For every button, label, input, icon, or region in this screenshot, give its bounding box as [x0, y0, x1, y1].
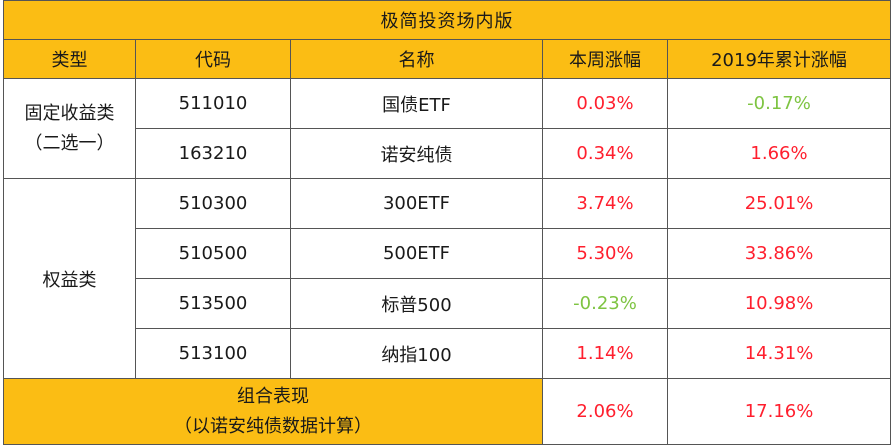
summary-note: （以诺安纯债数据计算）	[174, 415, 372, 437]
cell-name: 国债ETF	[290, 78, 543, 129]
cell-code: 513100	[135, 328, 291, 379]
cell-code: 163210	[135, 128, 291, 179]
cell-ytd: 10.98%	[666, 278, 892, 329]
cell-ytd: 25.01%	[666, 178, 892, 229]
cell-name: 500ETF	[290, 228, 543, 279]
group-note: （二选一）	[24, 132, 115, 154]
header-ytd-change: 2019年累计涨幅	[666, 39, 892, 79]
cell-ytd: 1.66%	[666, 128, 892, 179]
summary-ytd: 17.16%	[666, 378, 892, 445]
table-row: 固定收益类 （二选一） 511010 国债ETF 0.03% -0.17%	[3, 78, 892, 179]
cell-name: 300ETF	[290, 178, 543, 229]
table-row: 权益类 510300 300ETF 3.74% 25.01%	[3, 178, 892, 379]
cell-code: 510500	[135, 228, 291, 279]
group-equity: 权益类	[3, 178, 136, 379]
summary-row: 组合表现 （以诺安纯债数据计算） 2.06% 17.16%	[3, 378, 892, 445]
table-row: 513100 纳指100 1.14% 14.31%	[4, 328, 892, 379]
summary-title: 组合表现	[237, 385, 309, 407]
group-fixed-income: 固定收益类 （二选一）	[3, 78, 136, 179]
cell-week: 1.14%	[542, 328, 668, 379]
cell-name: 标普500	[290, 278, 543, 329]
group-label: 固定收益类	[24, 102, 115, 124]
cell-name: 纳指100	[290, 328, 543, 379]
cell-week: 3.74%	[542, 178, 668, 229]
table-row: 163210 诺安纯债 0.34% 1.66%	[4, 128, 892, 179]
cell-ytd: -0.17%	[666, 78, 892, 129]
table-title: 极简投资场内版	[2, 0, 892, 40]
table-row: 510500 500ETF 5.30% 33.86%	[4, 228, 892, 279]
cell-name: 诺安纯债	[290, 128, 543, 179]
cell-week: 0.03%	[542, 78, 668, 129]
table-row: 513500 标普500 -0.23% 10.98%	[4, 278, 892, 329]
cell-week: -0.23%	[542, 278, 668, 329]
header-week-change: 本周涨幅	[542, 39, 668, 79]
summary-label: 组合表现 （以诺安纯债数据计算）	[3, 378, 543, 445]
cell-week: 5.30%	[542, 228, 668, 279]
header-code: 代码	[135, 39, 291, 79]
header-name: 名称	[290, 39, 543, 79]
cell-ytd: 33.86%	[666, 228, 892, 279]
header-type: 类型	[3, 39, 136, 79]
cell-week: 0.34%	[542, 128, 668, 179]
cell-code: 513500	[135, 278, 291, 329]
cell-ytd: 14.31%	[666, 328, 892, 379]
cell-code: 510300	[135, 178, 291, 229]
summary-week: 2.06%	[542, 378, 668, 445]
cell-code: 511010	[135, 78, 291, 129]
